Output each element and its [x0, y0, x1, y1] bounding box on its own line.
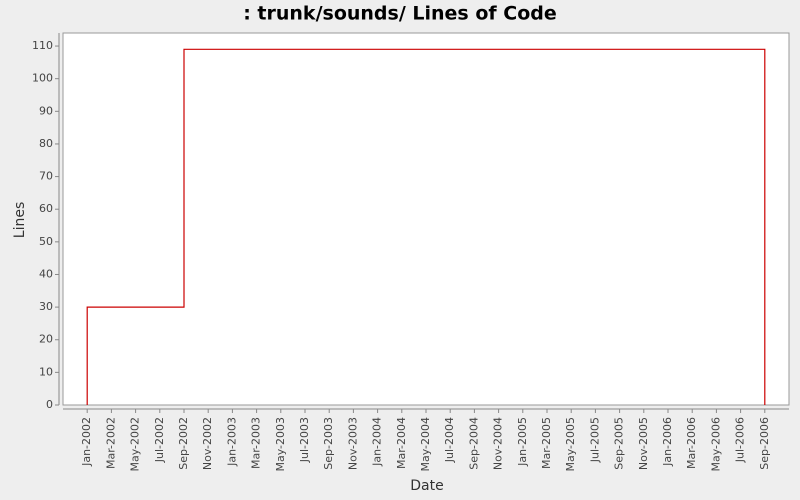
- x-tick-label: Mar-2002: [104, 417, 117, 469]
- x-tick-label: Jan-2003: [225, 417, 238, 467]
- x-tick-label: Jul-2004: [443, 417, 456, 463]
- y-tick-label: 50: [39, 235, 53, 248]
- x-tick-label: Jul-2003: [298, 417, 311, 463]
- x-tick-label: Jan-2004: [371, 417, 384, 467]
- plot-area: [62, 32, 790, 406]
- x-tick-label: Jan-2002: [80, 417, 93, 467]
- x-tick-label: Nov-2003: [346, 417, 359, 470]
- x-tick-label: Mar-2005: [540, 417, 553, 469]
- y-tick-label: 90: [39, 104, 53, 117]
- x-tick-label: Jan-2006: [661, 417, 674, 467]
- y-axis-label: Lines: [12, 202, 28, 238]
- data-line: [86, 48, 766, 405]
- y-tick-label: 60: [39, 202, 53, 215]
- x-tick-label: Jul-2006: [734, 417, 747, 463]
- x-tick-label: Sep-2004: [467, 417, 480, 470]
- x-tick-label: Jan-2005: [516, 417, 529, 467]
- x-tick-label: May-2004: [419, 417, 432, 472]
- y-tick-label: 30: [39, 300, 53, 313]
- x-axis-label: Date: [410, 478, 443, 494]
- y-tick-label: 110: [32, 39, 53, 52]
- x-tick-label: Mar-2004: [395, 417, 408, 469]
- x-tick-label: Mar-2006: [685, 417, 698, 469]
- x-tick-label: May-2006: [709, 417, 722, 472]
- x-tick-label: Nov-2005: [637, 417, 650, 470]
- x-tick-label: May-2003: [274, 417, 287, 472]
- y-tick-label: 10: [39, 365, 53, 378]
- x-tick-label: Sep-2005: [613, 417, 626, 470]
- y-tick-label: 70: [39, 170, 53, 183]
- y-tick-label: 0: [46, 398, 53, 411]
- x-tick-label: Nov-2004: [492, 417, 505, 470]
- x-tick-label: Sep-2003: [322, 417, 335, 470]
- y-tick-label: 80: [39, 137, 53, 150]
- y-tick-label: 40: [39, 267, 53, 280]
- x-tick-label: Sep-2002: [177, 417, 190, 470]
- x-tick-label: Jul-2005: [588, 417, 601, 463]
- y-tick-label: 20: [39, 333, 53, 346]
- x-tick-label: Jul-2002: [153, 417, 166, 463]
- x-tick-label: May-2002: [129, 417, 142, 472]
- x-tick-label: Mar-2003: [250, 417, 263, 469]
- x-tick-label: May-2005: [564, 417, 577, 472]
- x-tick-label: Nov-2002: [201, 417, 214, 470]
- chart-title: : trunk/sounds/ Lines of Code: [243, 3, 557, 25]
- y-tick-label: 100: [32, 72, 53, 85]
- x-tick-label: Sep-2006: [758, 417, 771, 470]
